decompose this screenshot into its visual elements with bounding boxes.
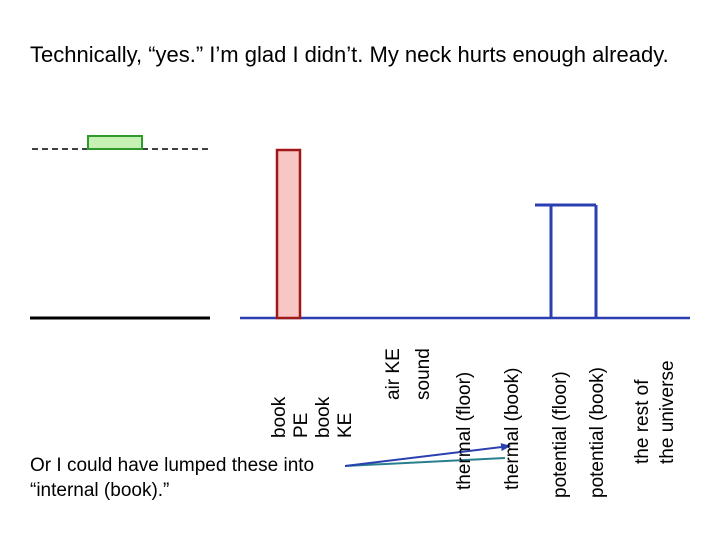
label-thermal-book: thermal (book) <box>502 368 523 491</box>
arrow-to-thermal-floor <box>344 457 506 467</box>
label-air-ke-sound: air KE sound <box>383 343 434 400</box>
lumped-note: Or I could have lumped these into “inter… <box>30 455 315 501</box>
slide-title: Technically, “yes.” I’m glad I didn’t. M… <box>30 42 669 67</box>
label-potential-floor: potential (floor) <box>550 371 571 498</box>
label-potential-book: potential (book) <box>587 367 608 498</box>
label-rest-of-universe: the rest of the universe <box>632 360 678 464</box>
arrow-to-thermal-book <box>344 443 511 467</box>
label-book-pe-book-ke: book PE book KE <box>269 392 356 438</box>
book-block <box>87 135 143 150</box>
book-pe-bar <box>275 148 302 320</box>
label-thermal-floor: thermal (floor) <box>454 372 475 490</box>
